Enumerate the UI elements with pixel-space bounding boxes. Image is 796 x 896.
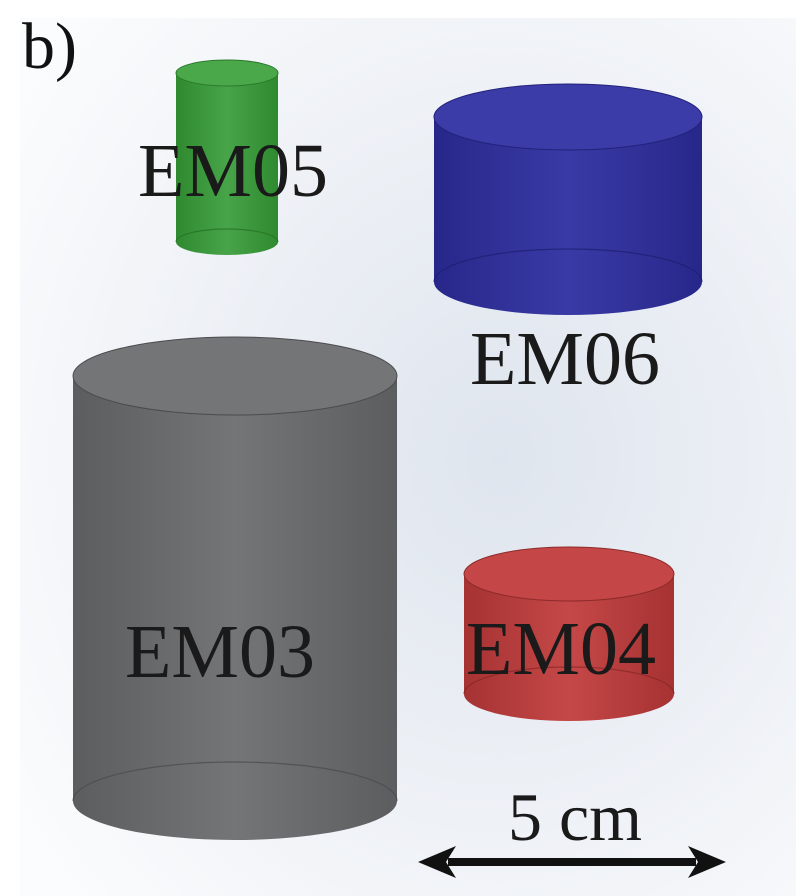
label-em04: EM04 [466, 607, 656, 691]
cylinder-em06 [433, 83, 703, 315]
label-em05: EM05 [138, 129, 328, 213]
scale-bar-label: 5 cm [508, 779, 643, 855]
cylinder-em05 [175, 59, 279, 255]
cylinder-em03 [72, 336, 398, 840]
panel-label: b) [22, 10, 77, 83]
cylinder-em04 [463, 546, 675, 721]
label-em03: EM03 [125, 610, 315, 694]
scale-bar-arrow [418, 846, 726, 878]
label-em06: EM06 [470, 317, 660, 401]
